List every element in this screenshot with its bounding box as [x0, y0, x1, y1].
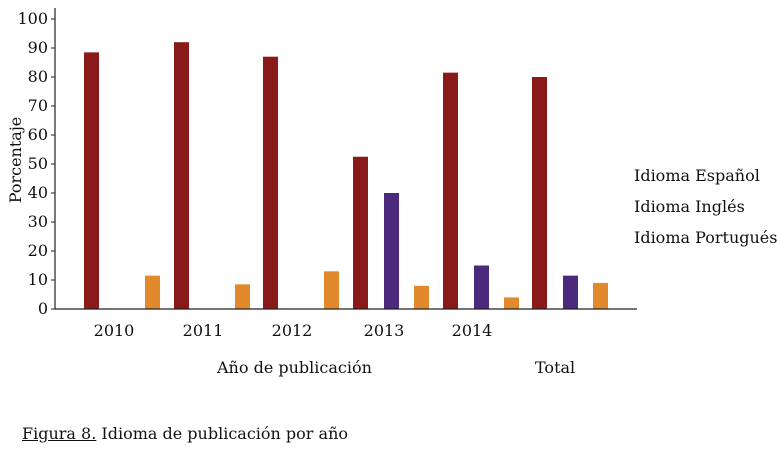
y-tick-label: 90: [28, 38, 48, 57]
y-tick-label: 10: [28, 270, 48, 289]
y-tick-label: 30: [28, 212, 48, 231]
x-tick-label-2014: 2014: [452, 321, 493, 340]
bar-espanol-2013: [353, 156, 368, 309]
y-tick-label: 50: [28, 154, 48, 173]
bar-portugues-2010: [145, 275, 160, 309]
bar-espanol-2011: [174, 42, 189, 309]
x-tick-label-2012: 2012: [272, 321, 313, 340]
bar-espanol-2014: [443, 72, 458, 310]
x-tick-label-2013: 2013: [364, 321, 405, 340]
y-tick-label: 0: [38, 299, 48, 318]
bar-espanol-2010: [84, 52, 99, 309]
legend-entry-espanol: Idioma Español: [634, 166, 760, 185]
y-tick-label: 60: [28, 125, 48, 144]
bar-espanol-2012: [263, 56, 278, 310]
x-axis-title-total: Total: [535, 358, 576, 377]
legend-entry-ingles: Idioma Inglés: [634, 197, 745, 216]
y-tick-label: 70: [28, 96, 48, 115]
bar-portugues-total: [593, 282, 608, 309]
bar-portugues-2011: [235, 284, 250, 309]
bar-espanol-total: [532, 77, 547, 309]
y-tick-label: 40: [28, 183, 48, 202]
x-tick-label-2011: 2011: [183, 321, 224, 340]
bar-chart: 0 10 20 30 40 50 60 70 80 90 100 2010 2011 2012 2013 2…: [6, 8, 637, 340]
bar-ingles-2014: [474, 265, 489, 309]
y-tick-label: 20: [28, 241, 48, 260]
y-axis-label: Porcentaje: [6, 117, 25, 204]
x-tick-label-2010: 2010: [94, 321, 135, 340]
bar-portugues-2012: [324, 271, 339, 309]
bar-ingles-2013: [384, 193, 399, 309]
bar-portugues-2013: [414, 285, 429, 309]
y-tick-label: 80: [28, 67, 48, 86]
bar-portugues-2014: [504, 297, 519, 309]
legend: Idioma Español Idioma Inglés Idioma Port…: [634, 160, 777, 253]
figure-caption: Figura 8. Idioma de publicación por año: [22, 424, 348, 443]
bar-ingles-total: [563, 275, 578, 309]
x-axis-title: Año de publicación: [217, 358, 372, 377]
figure-number: Figura 8.: [22, 424, 97, 443]
legend-entry-portugues: Idioma Portugués: [634, 228, 777, 247]
y-tick-label: 100: [17, 9, 48, 28]
figure-caption-text: Idioma de publicación por año: [96, 424, 349, 443]
